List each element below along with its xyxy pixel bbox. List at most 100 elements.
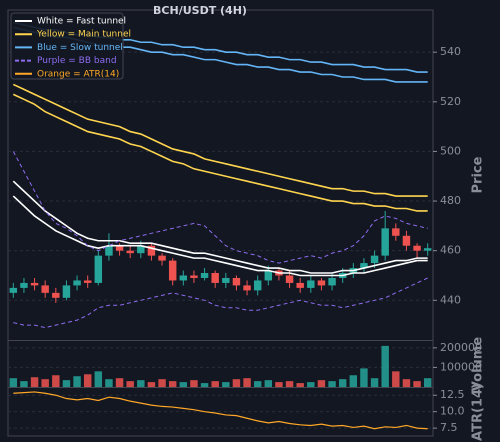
candle-body xyxy=(264,270,273,281)
candle-body xyxy=(381,228,389,256)
volume-bar xyxy=(158,379,166,387)
y-tick-label: 12.5 xyxy=(440,388,465,401)
volume-bar xyxy=(52,375,60,387)
y-tick-label: 440 xyxy=(440,293,461,306)
volume-bar xyxy=(147,382,156,387)
y-axis-label: ATR(14) xyxy=(471,383,486,441)
volume-bar xyxy=(200,383,209,387)
candle-body xyxy=(137,245,145,254)
chart-title: BCH/USDT (4H) xyxy=(153,4,247,17)
volume-bar xyxy=(41,379,49,387)
volume-bar xyxy=(243,378,251,387)
volume-bar xyxy=(83,374,92,387)
candle-body xyxy=(253,280,262,291)
legend: White = Fast tunnel Yellow = Main tunnel B… xyxy=(10,12,131,80)
candle-body xyxy=(20,282,28,288)
candle-body xyxy=(360,263,368,269)
candle-body xyxy=(30,282,39,286)
legend-label: Yellow = Main tunnel xyxy=(36,30,131,40)
volume-bar xyxy=(168,381,177,387)
candle-body xyxy=(222,277,230,283)
y-tick-label: 540 xyxy=(440,45,461,58)
candle-body xyxy=(296,282,304,288)
candle-body xyxy=(423,248,432,251)
volume-bar xyxy=(94,371,103,387)
y-tick-label: 480 xyxy=(440,194,461,207)
volume-bar xyxy=(285,381,294,387)
candle-body xyxy=(105,245,113,256)
legend-label: Purple = BB band xyxy=(37,56,117,66)
candle-body xyxy=(83,280,92,283)
volume-bar xyxy=(253,381,262,387)
volume-bar xyxy=(105,379,113,387)
volume-bar xyxy=(317,380,326,387)
volume-bar xyxy=(20,381,28,387)
volume-bar xyxy=(275,382,283,387)
candle-body xyxy=(413,245,421,251)
line xyxy=(12,195,428,277)
legend-label: Orange = ATR(14) xyxy=(37,69,119,79)
y-axis-label: Price xyxy=(471,156,486,193)
line xyxy=(12,93,428,212)
volume-bar xyxy=(179,382,188,387)
candle-body xyxy=(232,277,241,286)
plot-frame xyxy=(7,9,434,437)
candle-body xyxy=(285,275,294,283)
volume-bar xyxy=(190,380,198,387)
volume-bar xyxy=(9,378,18,387)
candle-body xyxy=(62,285,71,298)
candle-body xyxy=(370,255,379,264)
volume-bar xyxy=(115,378,124,387)
candle-body xyxy=(41,285,49,293)
candle-body xyxy=(392,228,400,236)
candle-body xyxy=(190,275,198,278)
candle-body xyxy=(211,273,219,283)
candle-body xyxy=(200,273,209,278)
line xyxy=(13,277,428,329)
volume-bar xyxy=(360,368,368,387)
candle-body xyxy=(158,255,166,261)
volume-bar xyxy=(307,382,315,387)
candle-body xyxy=(243,285,251,291)
candle-body xyxy=(317,280,326,286)
volume-bar xyxy=(349,375,358,387)
y-tick-label: 500 xyxy=(440,144,461,157)
volume-bar xyxy=(62,380,71,387)
candle-body xyxy=(307,280,315,288)
y-tick-label: 460 xyxy=(440,244,461,257)
volume-bar xyxy=(296,383,304,387)
legend-label: White = Fast tunnel xyxy=(37,17,126,27)
legend-label: Blue = Slow tunnel xyxy=(37,43,123,53)
volume-bar xyxy=(232,379,241,387)
legend-box xyxy=(10,12,124,80)
volume-bar xyxy=(137,380,145,387)
volume-bar xyxy=(211,381,219,387)
candle-body xyxy=(73,280,81,286)
line xyxy=(12,180,428,274)
y-tick-label: 520 xyxy=(440,95,461,108)
volume-bar xyxy=(264,380,273,387)
volume-bar xyxy=(392,371,400,387)
volume-bar xyxy=(328,381,336,387)
candle-body xyxy=(179,275,188,281)
line xyxy=(12,83,428,197)
volume-bar xyxy=(402,379,411,387)
candle-body xyxy=(147,245,156,256)
candle-body xyxy=(115,245,124,251)
candle-body xyxy=(9,287,18,293)
volume-bar xyxy=(30,377,39,387)
candle-body xyxy=(168,260,177,281)
volume-bar xyxy=(338,379,347,387)
y-tick-label: 10.0 xyxy=(440,405,465,418)
line xyxy=(12,151,428,264)
candle-body xyxy=(94,255,103,283)
candle-body xyxy=(126,250,134,254)
candle-body xyxy=(328,277,336,286)
volume-bar xyxy=(222,382,230,387)
y-axis-label: Volume xyxy=(471,337,486,392)
y-tick-label: 100000 xyxy=(440,360,482,373)
volume-bar xyxy=(381,345,389,387)
y-tick-label: 7.5 xyxy=(440,421,458,434)
line xyxy=(13,391,428,430)
